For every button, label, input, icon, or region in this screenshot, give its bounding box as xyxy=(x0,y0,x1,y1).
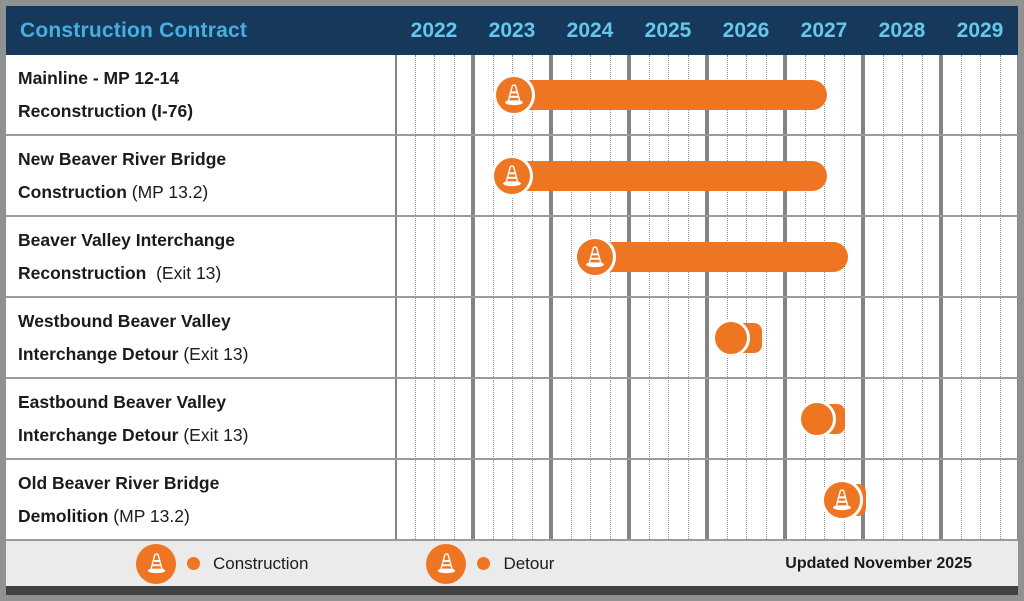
legend-dot-icon xyxy=(187,557,200,570)
gantt-body: Mainline - MP 12-14 Reconstruction (I-76)… xyxy=(6,55,1018,541)
quarter-gridline xyxy=(414,55,416,541)
quarter-gridline xyxy=(980,55,981,541)
year-boundary-line xyxy=(783,55,787,541)
traffic-cone-icon xyxy=(147,553,165,574)
legend-item-detour: Detour xyxy=(426,543,555,584)
year-boundary-line xyxy=(471,55,475,541)
quarter-gridline xyxy=(746,55,747,541)
quarter-gridline xyxy=(668,55,669,541)
row-label: Eastbound Beaver Valley Interchange Detou… xyxy=(18,391,249,445)
legend-dot-icon xyxy=(477,557,491,570)
quarter-gridline xyxy=(843,55,845,541)
updated-text: Updated November 2025 xyxy=(785,554,972,572)
legend-bar: Construction Detour Updated November 2025 xyxy=(6,541,1018,586)
construction-bar xyxy=(498,79,828,110)
year-boundary-line xyxy=(861,55,865,541)
traffic-cone-badge-icon xyxy=(426,543,467,584)
gantt-row-2: New Beaver River Bridge Construction (MP … xyxy=(6,136,1018,217)
row-track xyxy=(395,217,1018,296)
year-boundary-line xyxy=(549,55,553,541)
row-label: Westbound Beaver Valley Interchange Detou… xyxy=(18,310,249,364)
year-label-2028: 2028 xyxy=(878,18,926,42)
year-boundary-line xyxy=(705,55,709,541)
legend-label: Construction xyxy=(213,553,309,573)
row-track xyxy=(395,460,1018,539)
quarter-gridline xyxy=(902,55,903,541)
quarter-gridline xyxy=(434,55,435,541)
year-label-2023: 2023 xyxy=(488,18,536,42)
traffic-cone-icon xyxy=(832,488,851,510)
quarter-gridline xyxy=(609,55,611,541)
year-label-2025: 2025 xyxy=(644,18,692,42)
year-label-2027: 2027 xyxy=(800,18,848,42)
quarter-gridline xyxy=(765,55,767,541)
detour-dot-marker xyxy=(797,399,836,438)
quarter-gridline xyxy=(960,55,962,541)
legend-label: Detour xyxy=(503,553,555,573)
traffic-cone-badge-icon xyxy=(136,543,176,584)
quarter-gridline xyxy=(824,55,825,541)
quarter-gridline xyxy=(512,55,513,541)
year-boundary-line xyxy=(939,55,943,541)
year-boundary-line xyxy=(395,55,397,541)
row-label: Beaver Valley Interchange Reconstruction … xyxy=(18,229,235,283)
quarter-gridline xyxy=(999,55,1001,541)
year-axis: 2022 2023 2024 2025 2026 2027 2028 2029 xyxy=(6,6,1018,55)
gantt-row-5: Eastbound Beaver Valley Interchange Detou… xyxy=(6,379,1018,460)
quarter-gridline xyxy=(570,55,572,541)
traffic-cone-marker xyxy=(491,154,533,197)
year-boundary-line xyxy=(627,55,631,541)
gantt-row-3: Beaver Valley Interchange Reconstruction … xyxy=(6,217,1018,298)
traffic-cone-icon xyxy=(585,245,604,267)
year-label-2029: 2029 xyxy=(956,18,1004,42)
quarter-gridline xyxy=(726,55,728,541)
quarter-gridline xyxy=(648,55,650,541)
traffic-cone-marker xyxy=(492,73,535,116)
construction-bar xyxy=(579,241,849,272)
header-bar: Construction Contract 2022 2023 2024 2025 20… xyxy=(6,6,1018,55)
year-label-2026: 2026 xyxy=(722,18,770,42)
construction-bar xyxy=(497,160,828,191)
traffic-cone-icon xyxy=(503,164,521,186)
row-track xyxy=(395,55,1018,134)
traffic-cone-icon xyxy=(437,553,456,574)
gantt-row-1: Mainline - MP 12-14 Reconstruction (I-76) xyxy=(6,55,1018,136)
year-label-2024: 2024 xyxy=(566,18,614,42)
quarter-gridline xyxy=(804,55,806,541)
gantt-row-6: Old Beaver River Bridge Demolition (MP 13… xyxy=(6,460,1018,541)
quarter-gridline xyxy=(687,55,689,541)
bottom-band xyxy=(6,586,1018,595)
quarter-gridline xyxy=(492,55,494,541)
traffic-cone-marker xyxy=(820,478,863,521)
row-label: New Beaver River Bridge Construction (MP … xyxy=(18,148,227,202)
timeline-grid xyxy=(395,55,1018,541)
quarter-gridline xyxy=(882,55,884,541)
legend-item-construction: Construction xyxy=(136,543,309,584)
row-track xyxy=(395,136,1018,215)
year-label-2022: 2022 xyxy=(410,18,458,42)
row-track xyxy=(395,379,1018,458)
gantt-row-4: Westbound Beaver Valley Interchange Detou… xyxy=(6,298,1018,379)
quarter-gridline xyxy=(453,55,455,541)
quarter-gridline xyxy=(531,55,533,541)
row-label: Old Beaver River Bridge Demolition (MP 13… xyxy=(18,472,220,526)
detour-dot-marker xyxy=(712,318,751,357)
row-track xyxy=(395,298,1018,377)
traffic-cone-icon xyxy=(504,83,523,105)
quarter-gridline xyxy=(921,55,923,541)
chart-title: Construction Contract xyxy=(20,18,248,42)
quarter-gridline xyxy=(590,55,591,541)
traffic-cone-marker xyxy=(573,235,616,278)
year-boundary-line xyxy=(1017,55,1018,541)
row-label: Mainline - MP 12-14 Reconstruction (I-76) xyxy=(18,67,194,121)
